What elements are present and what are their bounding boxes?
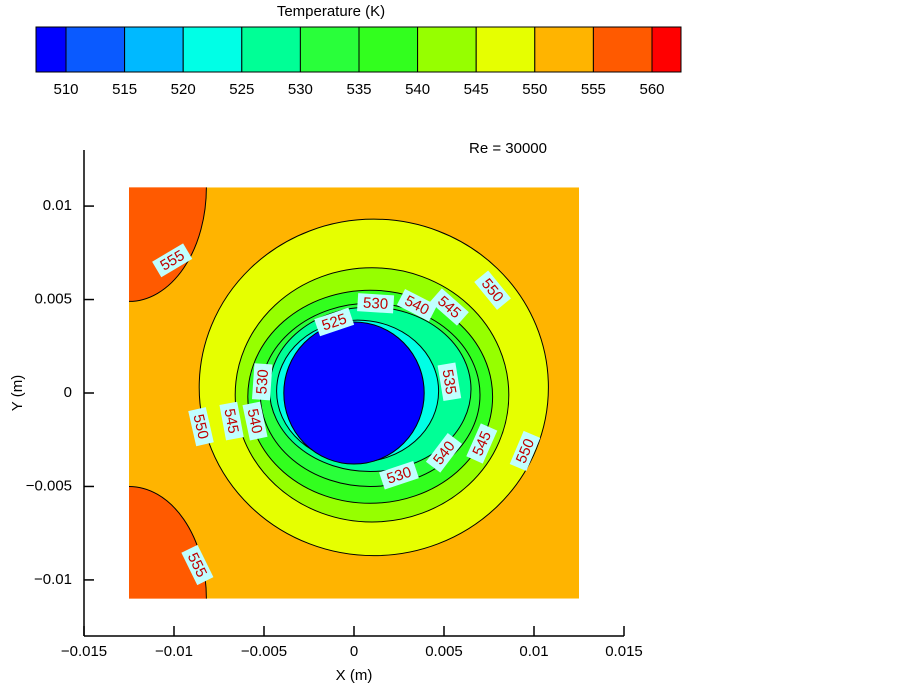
colorbar-tick-label: 545 [464, 81, 489, 98]
contour-label-box [466, 423, 498, 464]
colorbar-cell [358, 26, 419, 73]
x-tick-label: 0.005 [425, 643, 463, 660]
contour-label-box [379, 460, 419, 490]
contour-label-box [474, 270, 511, 310]
contour-label: 550 [188, 407, 214, 447]
contour-label-box [251, 363, 273, 401]
x-tick-label: −0.005 [241, 643, 287, 660]
colorbar-cell [241, 26, 301, 73]
contour-label: 530 [357, 293, 395, 314]
colorbar-tick-label: 550 [522, 81, 547, 98]
contour-label-text: 530 [253, 369, 272, 395]
contour-label-text: 550 [189, 413, 211, 441]
contour-region [283, 321, 425, 465]
colorbar-tick-label: 525 [229, 81, 254, 98]
contour-label-text: 545 [220, 407, 241, 435]
y-tick-label: 0.01 [43, 197, 72, 214]
colorbar: 510 515 520 525 530 535 540 545 550 555 560 [35, 26, 682, 98]
contour-label-box [425, 433, 463, 473]
colorbar-cell [417, 26, 477, 73]
colorbar-cell [124, 26, 184, 73]
x-tick-label: 0.015 [605, 643, 643, 660]
x-tick-label: 0.01 [519, 643, 548, 660]
contour-label: 535 [437, 362, 462, 402]
colorbar-cell [299, 26, 360, 73]
y-tick-label: −0.01 [34, 571, 72, 588]
contour-label-box [152, 243, 193, 278]
colorbar-cell [592, 26, 653, 73]
contour-label-box [437, 362, 462, 402]
contour-label-box [314, 307, 355, 337]
colorbar-cell [475, 26, 536, 73]
contour-label: 540 [242, 401, 268, 441]
colorbar-tick-label: 520 [171, 81, 196, 98]
contour-label-box [181, 544, 214, 586]
colorbar-tick-label: 560 [639, 81, 664, 98]
colorbar-tick-label: 535 [346, 81, 371, 98]
y-tick-label: −0.005 [26, 477, 72, 494]
annotation: Re = 30000 [469, 140, 547, 157]
colorbar-tick-label: 540 [405, 81, 430, 98]
colorbar-cell [65, 26, 126, 73]
contour-label-box [396, 288, 438, 322]
colorbar-cell [651, 26, 682, 73]
y-axis-label: Y (m) [9, 375, 26, 411]
contour-label: 530 [251, 363, 273, 401]
colorbar-title: Temperature (K) [277, 3, 385, 20]
colorbar-cell [35, 26, 67, 73]
colorbar-tick-label: 510 [53, 81, 78, 98]
contour-label-text: 530 [363, 294, 389, 313]
contour-label-box [188, 407, 214, 447]
axes: −0.015 −0.01 −0.005 0 0.005 0.01 0.015 −0.01 −0.… [26, 150, 643, 660]
colorbar-tick-label: 555 [581, 81, 606, 98]
colorbar-cell [534, 26, 594, 73]
contour-label-box [219, 401, 244, 441]
contour-label-box [429, 288, 469, 326]
contour-label-text: 540 [244, 407, 266, 435]
y-tick-label: 0 [64, 384, 72, 401]
contour-region [129, 485, 207, 599]
contour-label-box [509, 430, 541, 472]
contour-label-box [242, 401, 268, 441]
domain-clip-group [129, 187, 579, 599]
colorbar-tick-label: 515 [112, 81, 137, 98]
contour-region [129, 187, 207, 302]
x-tick-label: 0 [350, 643, 358, 660]
y-tick-label: 0.005 [34, 291, 72, 308]
x-tick-label: −0.015 [61, 643, 107, 660]
contour-label: 545 [466, 423, 498, 464]
contour-field [129, 187, 579, 599]
colorbar-cell [182, 26, 243, 73]
colorbar-tick-label: 530 [288, 81, 313, 98]
contour-label-box [357, 293, 395, 314]
contour-label: 545 [219, 401, 244, 441]
x-axis-label: X (m) [336, 667, 373, 684]
contour-label-text: 535 [439, 368, 460, 395]
x-tick-label: −0.01 [155, 643, 193, 660]
